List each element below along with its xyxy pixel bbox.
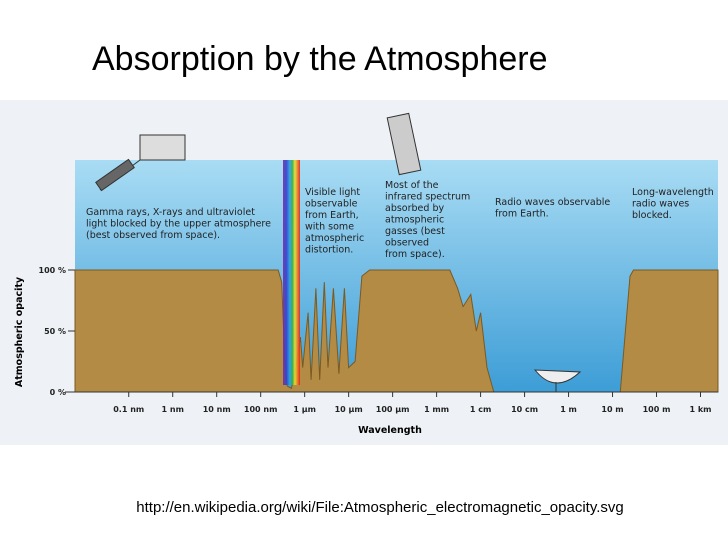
x-tick-label: 1 nm <box>162 405 184 414</box>
annotation-text: light blocked by the upper atmosphere <box>86 219 271 230</box>
annotation-text: from Earth, <box>305 210 359 221</box>
annotation-text: from Earth. <box>495 209 549 220</box>
slide-title: Absorption by the Atmosphere <box>92 40 548 78</box>
annotation-text: Long-wavelength <box>632 187 714 198</box>
annotation-text: distortion. <box>305 245 353 256</box>
annotation-text: Gamma rays, X-rays and ultraviolet <box>86 207 255 218</box>
y-tick-label: 50 % <box>44 327 66 336</box>
x-axis-label: Wavelength <box>358 425 422 436</box>
satellite-icon <box>95 134 186 192</box>
annotation-text: Most of the <box>385 180 439 191</box>
telescope-icon <box>386 112 422 176</box>
annotation-text: Radio waves observable <box>495 197 610 208</box>
annotation-text: blocked. <box>632 210 672 221</box>
x-tick-label: 10 m <box>601 405 623 414</box>
source-caption: http://en.wikipedia.org/wiki/File:Atmosp… <box>136 499 623 516</box>
annotation-text: radio waves <box>632 199 689 210</box>
x-tick-label: 1 cm <box>470 405 491 414</box>
annotation-text: Visible light <box>305 187 360 198</box>
x-tick-label: 100 m <box>643 405 671 414</box>
x-tick-label: 1 m <box>560 405 577 414</box>
annotation-text: absorbed by <box>385 203 444 214</box>
x-tick-label: 1 µm <box>293 405 316 414</box>
x-tick-label: 100 µm <box>376 405 410 414</box>
dish-icon <box>533 369 582 392</box>
annotation-text: (best observed from space). <box>86 230 220 241</box>
annotation-text: atmospheric <box>385 215 444 226</box>
x-tick-label: 1 mm <box>424 405 449 414</box>
annotation-text: with some <box>305 222 354 233</box>
annotation-text: infrared spectrum <box>385 192 470 203</box>
annotation-text: atmospheric <box>305 233 364 244</box>
annotation-text: from space). <box>385 249 445 260</box>
x-tick-label: 10 nm <box>203 405 231 414</box>
visible-spectrum <box>283 160 300 385</box>
x-tick-label: 10 µm <box>335 405 363 414</box>
x-tick-label: 1 km <box>689 405 711 414</box>
y-tick-label: 100 % <box>39 266 67 275</box>
y-tick-label: 0 % <box>50 388 66 397</box>
annotation-text: observed <box>385 238 429 249</box>
x-tick-label: 10 cm <box>511 405 538 414</box>
y-axis-label: Atmospheric opacity <box>14 276 25 387</box>
annotation-text: gasses (best <box>385 226 445 237</box>
x-tick-label: 0.1 nm <box>113 405 144 414</box>
x-tick-label: 100 nm <box>244 405 278 414</box>
annotation-text: observable <box>305 199 358 210</box>
